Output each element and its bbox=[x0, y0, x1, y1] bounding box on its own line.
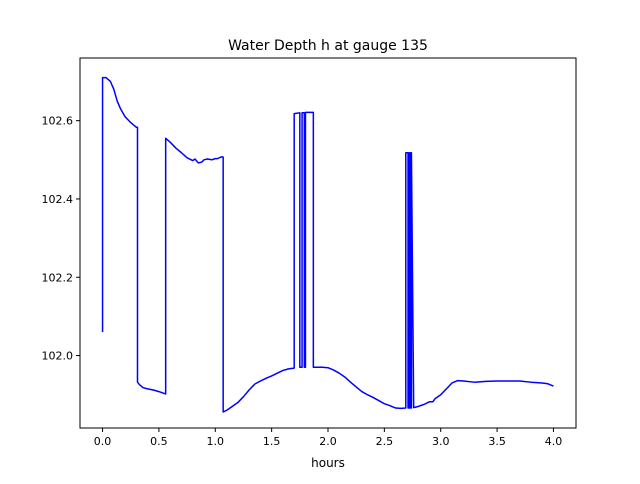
x-tick-label: 4.0 bbox=[545, 435, 563, 448]
x-tick-label: 2.0 bbox=[319, 435, 337, 448]
chart-title: Water Depth h at gauge 135 bbox=[228, 38, 428, 54]
axes-frame bbox=[79, 57, 577, 429]
x-tick-label: 2.5 bbox=[376, 435, 394, 448]
x-tick-label: 1.5 bbox=[263, 435, 281, 448]
x-axis-label: hours bbox=[311, 456, 345, 470]
x-axis-ticks: 0.0 0.5 1.0 1.5 2.0 2.5 3.0 3.5 4.0 bbox=[94, 428, 562, 448]
y-tick-label: 102.2 bbox=[42, 271, 74, 284]
series-line-0 bbox=[101, 76, 554, 413]
plot-area bbox=[101, 76, 554, 413]
y-tick-label: 102.0 bbox=[42, 350, 74, 363]
y-tick-label: 102.4 bbox=[42, 193, 74, 206]
x-tick-label: 3.5 bbox=[488, 435, 506, 448]
x-tick-label: 0.0 bbox=[94, 435, 112, 448]
y-axis-ticks: 102.0 102.2 102.4 102.6 bbox=[42, 115, 80, 363]
x-tick-label: 1.0 bbox=[207, 435, 225, 448]
x-tick-label: 3.0 bbox=[432, 435, 450, 448]
y-tick-label: 102.6 bbox=[42, 115, 74, 128]
x-tick-label: 0.5 bbox=[150, 435, 168, 448]
